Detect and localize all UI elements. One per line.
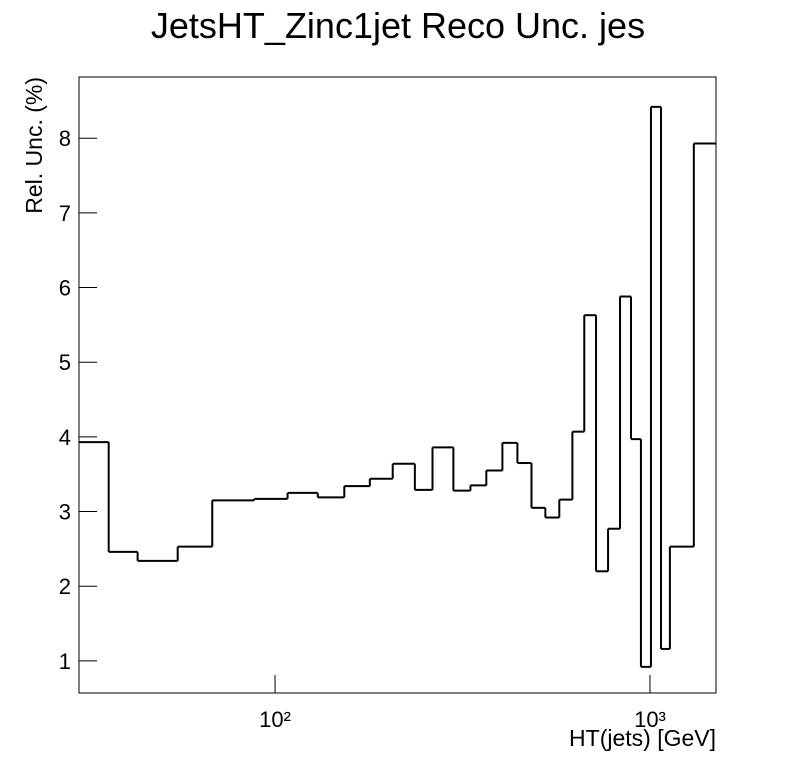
x-tick-label: 10³: [634, 707, 666, 732]
y-tick-label: 7: [59, 201, 71, 226]
y-tick-label: 3: [59, 500, 71, 525]
chart-title: JetsHT_Zinc1jet Reco Unc. jes: [151, 5, 645, 46]
y-tick-label: 5: [59, 350, 71, 375]
y-tick-label: 4: [59, 425, 71, 450]
y-tick-label: 2: [59, 574, 71, 599]
x-axis-label: HT(jets) [GeV]: [569, 725, 716, 751]
y-tick-label: 8: [59, 126, 71, 151]
y-tick-label: 6: [59, 276, 71, 301]
plot-frame: [78, 76, 717, 694]
y-tick-label: 1: [59, 649, 71, 674]
y-axis-label: Rel. Unc. (%): [21, 77, 47, 214]
x-tick-label: 10²: [259, 707, 291, 732]
